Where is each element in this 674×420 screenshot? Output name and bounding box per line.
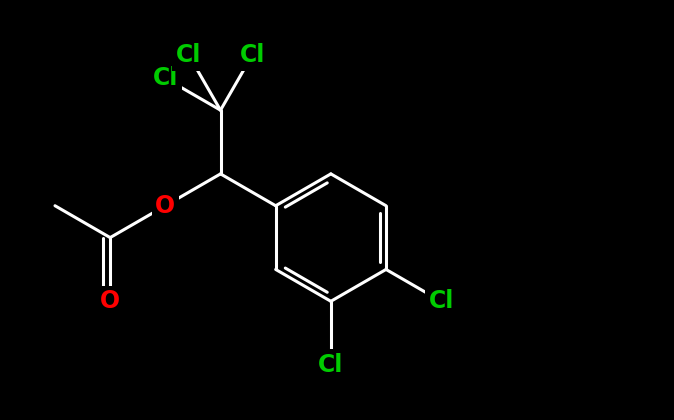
Text: Cl: Cl <box>176 43 202 67</box>
Text: Cl: Cl <box>240 43 265 67</box>
Text: O: O <box>155 194 175 218</box>
Text: Cl: Cl <box>429 289 454 313</box>
Text: Cl: Cl <box>318 353 344 377</box>
Text: Cl: Cl <box>152 66 178 90</box>
Text: O: O <box>100 289 120 313</box>
